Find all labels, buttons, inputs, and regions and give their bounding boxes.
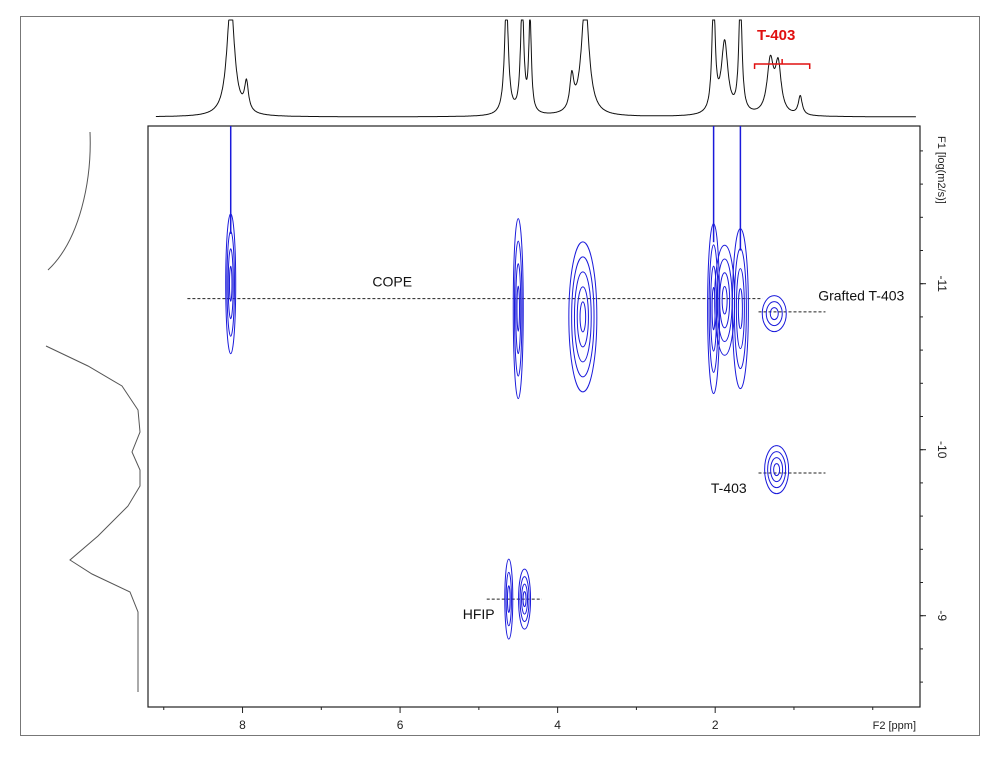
contour-peak (770, 457, 784, 483)
contour-peak (571, 256, 595, 378)
y-tick-label: -10 (935, 441, 949, 459)
bracket-label: T-403 (757, 27, 795, 44)
contour-peak (568, 241, 598, 393)
contour-peak (227, 248, 234, 320)
contour-peak (721, 286, 728, 315)
proton-trace (155, 19, 916, 118)
contour-peak (519, 576, 530, 623)
contour-peak (719, 272, 731, 329)
contour-peak (735, 268, 745, 350)
contour-peak (512, 218, 524, 400)
contour-peak (573, 271, 592, 363)
contour-peak (765, 301, 783, 327)
contour-peak (710, 265, 718, 352)
x-tick-label: 2 (712, 718, 719, 732)
contour-peak (515, 263, 522, 355)
contour-peak (761, 295, 787, 333)
contour-peak (228, 265, 233, 302)
y-tick-label: -9 (935, 610, 949, 621)
contour-peak (513, 240, 523, 377)
bracket-mark (753, 59, 811, 69)
y-tick-label: -11 (935, 275, 949, 292)
y-axis: -11 -10 -9 F1 [log(m2/s)] (920, 136, 949, 683)
y-axis-label: F1 [log(m2/s)] (935, 136, 947, 204)
annotation-label: Grafted T-403 (818, 288, 904, 304)
contour-peak (521, 583, 529, 615)
contour-peak (773, 463, 781, 477)
contour-peak (764, 445, 790, 495)
contour-peaks (225, 126, 790, 640)
contour-peak (767, 451, 787, 489)
contour-peak (522, 591, 527, 608)
contour-peak (516, 285, 520, 332)
projection-trace (45, 345, 141, 692)
reference-lines (187, 298, 826, 600)
x-tick-label: 6 (397, 718, 404, 732)
proton-spectrum (155, 19, 916, 118)
annotation-label: COPE (372, 274, 412, 290)
contour-peak (769, 307, 779, 321)
annotations: COPE Grafted T-403 T-403 HFIP T-403 (372, 27, 904, 622)
contour-peak (505, 571, 512, 627)
annotation-label: HFIP (463, 606, 495, 622)
contour-peak (579, 301, 587, 333)
contour-peak (506, 585, 511, 613)
x-axis-label: F2 [ppm] (873, 720, 916, 732)
contour-peak (518, 568, 532, 630)
x-tick-label: 8 (239, 718, 246, 732)
x-tick-label: 4 (554, 718, 561, 732)
contour-peak (504, 558, 514, 640)
projection-trace (47, 131, 91, 271)
contour-peak (737, 288, 743, 330)
annotation-label: T-403 (711, 480, 747, 496)
plot-area (147, 125, 921, 708)
x-axis: 8 6 4 2 F2 [ppm] (163, 707, 916, 732)
contour-peak (576, 286, 589, 348)
diffusion-projection (45, 131, 141, 692)
contour-peak (708, 244, 719, 373)
figure-frame (20, 16, 980, 736)
